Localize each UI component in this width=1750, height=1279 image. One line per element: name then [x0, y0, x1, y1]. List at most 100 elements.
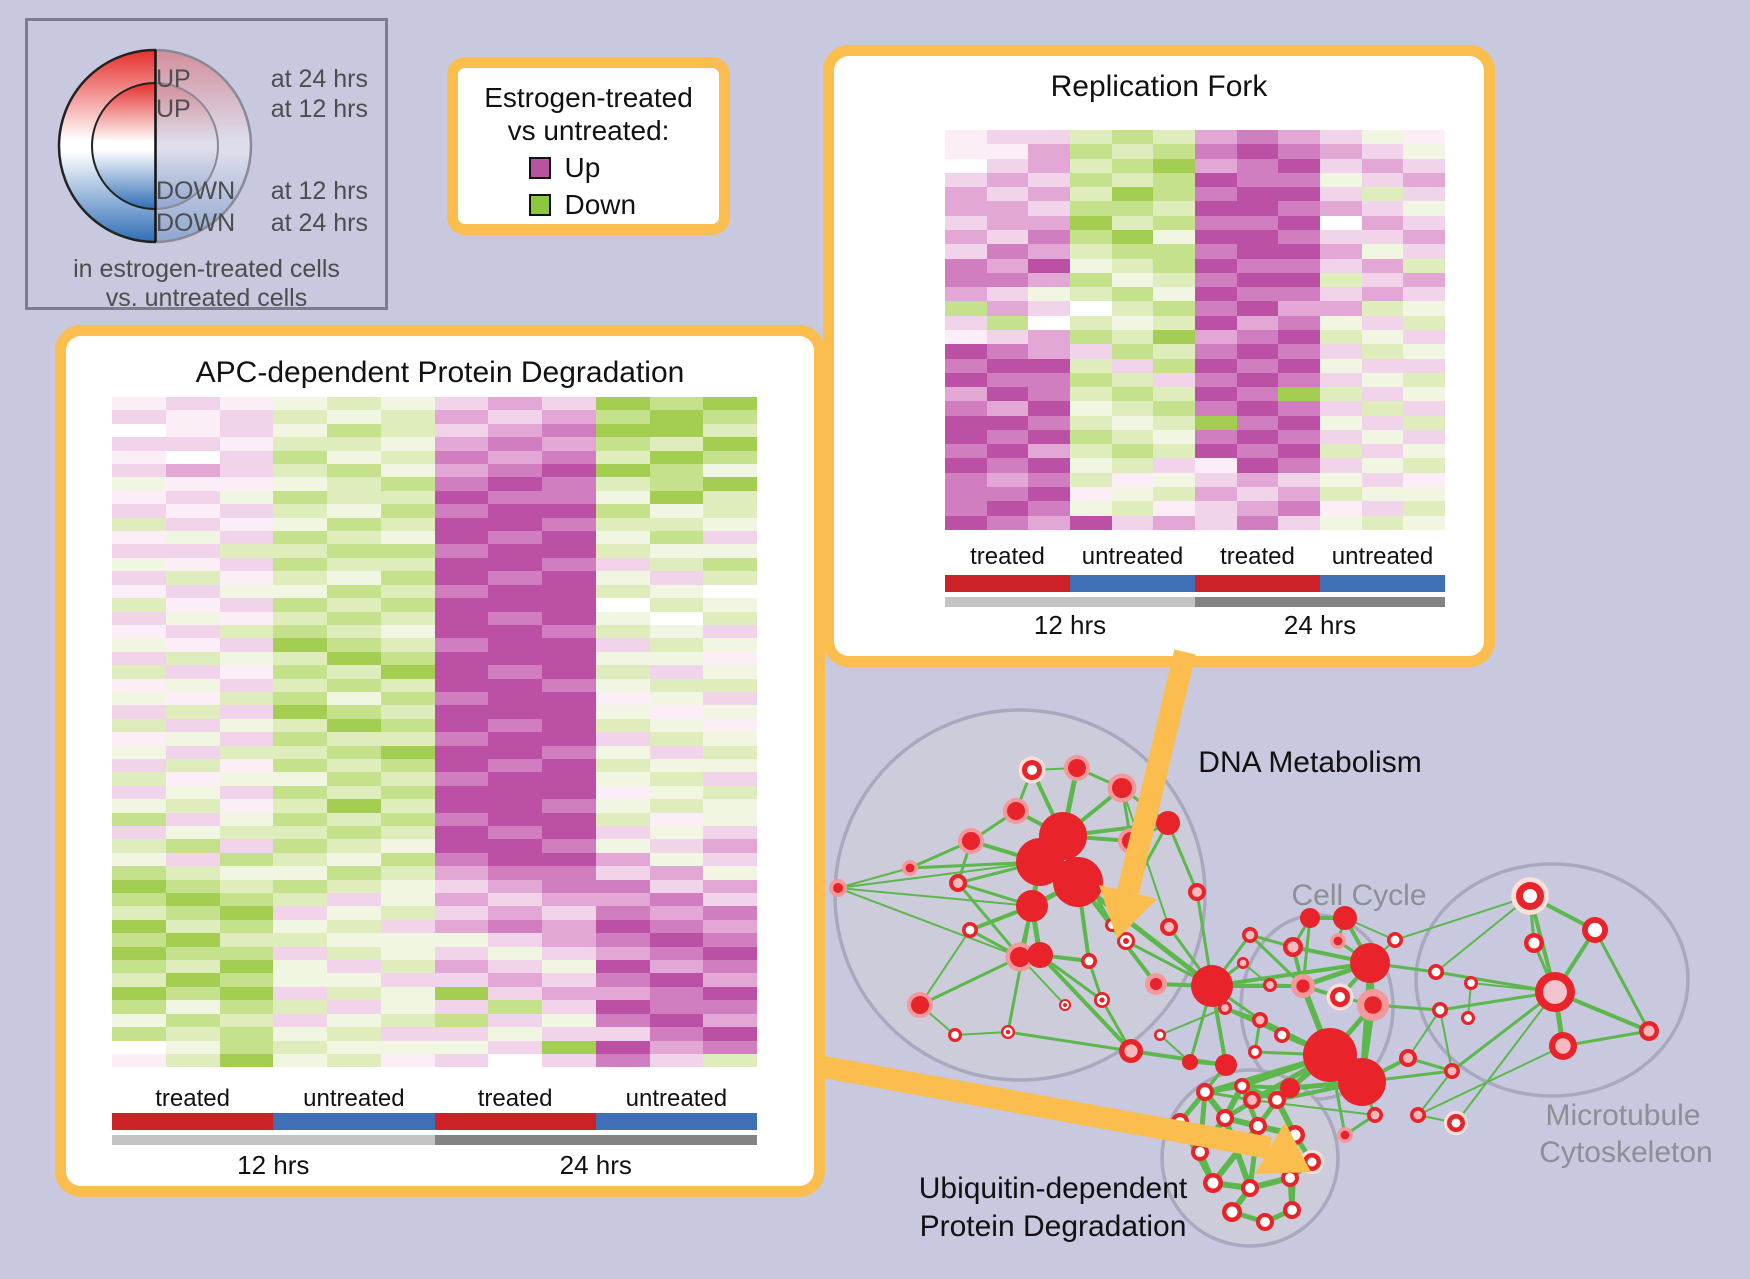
heatmap-cell: [434, 745, 489, 759]
heatmap-cell: [1111, 144, 1154, 159]
network-edge: [1121, 786, 1169, 825]
network-node-solid: [1215, 1054, 1237, 1076]
dial-caption-line1: in estrogen-treated cells: [73, 255, 340, 283]
heatmap-cell: [1028, 515, 1071, 530]
heatmap-cell: [542, 785, 596, 800]
heatmap-row: [945, 344, 1446, 359]
heatmap-cell: [1028, 329, 1071, 345]
heatmap-cell: [945, 301, 987, 316]
heatmap-cell: [945, 229, 987, 245]
network-edge: [1554, 990, 1650, 1033]
heatmap-cell: [1403, 229, 1446, 245]
heatmap-cell: [1361, 287, 1404, 302]
condition-bar-segment: [434, 1113, 596, 1130]
heatmap-cell: [273, 397, 327, 411]
heatmap-cell: [165, 531, 220, 545]
heatmap-cell: [542, 584, 596, 599]
network-edge: [1159, 1034, 1191, 1063]
network-node-pink: [1218, 1001, 1232, 1015]
heatmap-row: [112, 477, 757, 491]
heatmap-cell: [273, 410, 327, 424]
heatmap-cell: [112, 450, 166, 465]
heatmap-cell: [649, 1053, 704, 1068]
heatmap-cell: [273, 598, 327, 612]
heatmap-cell: [649, 557, 704, 572]
network-edge: [1155, 982, 1213, 988]
heatmap-cell: [1403, 315, 1446, 330]
heatmap-cell: [112, 611, 166, 625]
heatmap-cell: [112, 397, 166, 411]
heatmap-cell: [327, 624, 381, 639]
heatmap-cell: [542, 986, 596, 1001]
heatmap-cell: [1153, 287, 1196, 302]
heatmap-cell: [1236, 387, 1279, 402]
heatmap-cell: [703, 866, 757, 880]
heatmap-cell: [327, 584, 381, 599]
heatmap-cell: [703, 410, 757, 424]
heatmap-cell: [488, 745, 542, 759]
heatmap-row: [112, 678, 757, 692]
updown-legend-title: Estrogen-treated vs untreated:: [458, 81, 719, 147]
heatmap-cell: [434, 638, 489, 652]
heatmap-cell: [112, 933, 166, 947]
heatmap-cell: [649, 571, 704, 585]
heatmap-cell: [273, 504, 327, 518]
heatmap-cell: [165, 718, 220, 733]
heatmap-cell: [1361, 301, 1404, 316]
network-edge: [1455, 991, 1556, 1124]
heatmap-cell: [380, 705, 435, 719]
network-edge: [1343, 917, 1372, 964]
heatmap-cell: [380, 839, 435, 853]
heatmap-cell: [165, 544, 220, 558]
heatmap-cell: [595, 531, 650, 545]
network-edge: [1166, 822, 1199, 893]
replication-fork-title: Replication Fork: [1050, 70, 1268, 103]
heatmap-cell: [1028, 487, 1071, 502]
network-node-solid: [1303, 1028, 1357, 1082]
heatmap-cell: [1111, 130, 1154, 145]
heatmap-cell: [112, 464, 166, 478]
network-edge: [1224, 1006, 1261, 1022]
heatmap-cell: [1320, 344, 1362, 359]
heatmap-cell: [219, 490, 274, 505]
heatmap-cell: [649, 973, 704, 987]
cluster-label: Microtubule: [1545, 1099, 1700, 1132]
condition-label: untreated: [1331, 543, 1434, 570]
heatmap-cell: [1070, 472, 1112, 488]
heatmap-cell: [945, 372, 987, 388]
heatmap-cell: [1111, 515, 1154, 530]
heatmap-cell: [542, 611, 596, 625]
heatmap-cell: [165, 893, 220, 907]
network-node-halo: [957, 827, 985, 855]
heatmap-cell: [1236, 258, 1279, 273]
network-node-solid: [1182, 1054, 1198, 1070]
heatmap-cell: [165, 1013, 220, 1028]
heatmap-cell: [219, 839, 274, 853]
heatmap-row: [112, 584, 757, 599]
network-node-salmon: [1330, 933, 1346, 949]
heatmap-cell: [165, 946, 220, 961]
network-edge: [1259, 1018, 1331, 1057]
heatmap-row: [112, 718, 757, 733]
time-bar-segment: [112, 1135, 435, 1145]
heatmap-cell: [649, 866, 704, 880]
heatmap-cell: [219, 785, 274, 800]
heatmap-cell: [542, 879, 596, 894]
heatmap-cell: [1361, 458, 1404, 473]
heatmap-cell: [1070, 215, 1112, 230]
heatmap-cell: [1195, 415, 1237, 430]
heatmap-row: [112, 665, 757, 679]
heatmap-cell: [380, 973, 435, 987]
network-edge: [1212, 1180, 1251, 1191]
heatmap-cell: [434, 1053, 489, 1068]
heatmap-cell: [273, 665, 327, 679]
heatmap-cell: [703, 893, 757, 907]
heatmap-cell: [595, 906, 650, 920]
heatmap-cell: [165, 410, 220, 424]
heatmap-cell: [986, 415, 1029, 430]
heatmap-cell: [219, 852, 274, 867]
network-edge: [1029, 905, 1043, 956]
heatmap-cell: [112, 839, 166, 853]
heatmap-cell: [1070, 344, 1112, 359]
heatmap-row: [112, 450, 757, 465]
